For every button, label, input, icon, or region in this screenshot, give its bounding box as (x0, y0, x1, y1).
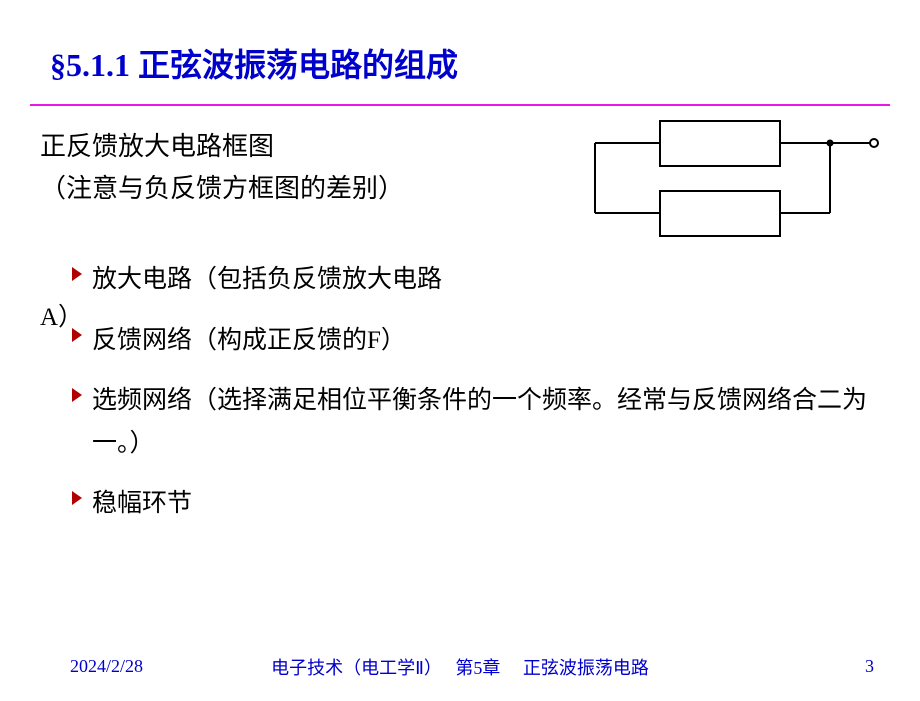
bullet-text: 反馈网络（构成正反馈的F） (92, 320, 406, 363)
bullet-marker-icon (70, 265, 84, 283)
bullet-list: 放大电路（包括负反馈放大电路 A） 反馈网络（构成正反馈的F） 选频网络（选择满… (40, 259, 880, 526)
list-item: 反馈网络（构成正反馈的F） (70, 320, 880, 363)
list-item: 稳幅环节 (70, 483, 880, 526)
bullet-text: 放大电路（包括负反馈放大电路 (92, 259, 442, 302)
footer-page-number: 3 (865, 656, 874, 677)
list-item: 放大电路（包括负反馈放大电路 A） (70, 259, 880, 302)
bullet-marker-icon (70, 386, 84, 404)
section-title: §5.1.1 正弦波振荡电路的组成 (50, 40, 870, 86)
list-item: 选频网络（选择满足相位平衡条件的一个频率。经常与反馈网络合二为一。） (70, 380, 880, 465)
bullet-text: 稳幅环节 (92, 483, 192, 526)
bullet-marker-icon (70, 489, 84, 507)
footer-date: 2024/2/28 (70, 656, 143, 677)
slide-footer: 2024/2/28 电子技术（电工学Ⅱ） 第5章 正弦波振荡电路 3 (0, 656, 920, 677)
bullet-text: 选频网络（选择满足相位平衡条件的一个频率。经常与反馈网络合二为一。） (92, 380, 880, 465)
bullet-marker-icon (70, 326, 84, 344)
feedback-block-diagram (530, 111, 880, 241)
footer-center: 电子技术（电工学Ⅱ） 第5章 正弦波振荡电路 (271, 654, 649, 680)
